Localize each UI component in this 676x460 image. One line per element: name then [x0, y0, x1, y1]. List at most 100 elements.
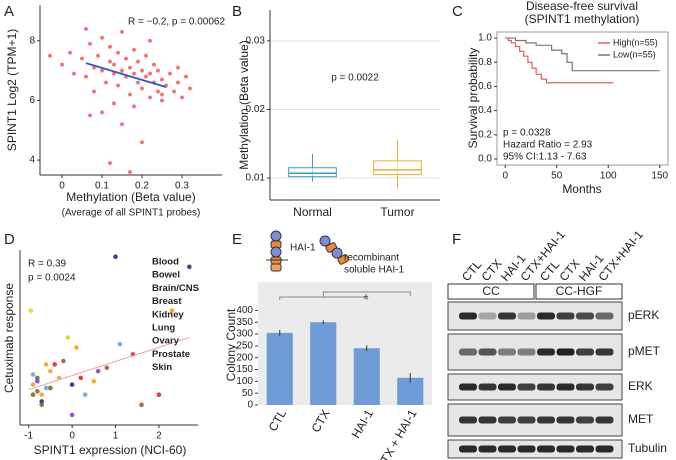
point: [144, 53, 148, 58]
plot-frame: [496, 31, 669, 166]
annotation: recombinant: [344, 253, 399, 264]
panel-label: B: [232, 3, 242, 20]
point: [156, 392, 162, 398]
x-axis-sublabel: (Average of all SPINT1 probes): [62, 208, 201, 219]
point: [88, 113, 92, 118]
lane-label: CTL: [459, 257, 485, 284]
y-tick-label: 8: [29, 35, 35, 46]
bar: [266, 332, 293, 405]
row-label: MET: [628, 412, 654, 426]
y-tick-label: 0.4: [478, 105, 492, 116]
y-tick-label: 400: [236, 305, 253, 316]
point: [60, 62, 64, 67]
row-label: pMET: [628, 344, 661, 358]
blot-band: [517, 312, 536, 320]
y-axis-label: Cetuximab response: [2, 283, 16, 393]
blot-band: [595, 383, 614, 391]
x-tick-label: CTX + HAI-1: [373, 407, 419, 460]
point: [28, 308, 34, 313]
point: [104, 80, 108, 85]
point: [140, 140, 144, 145]
legend-entry: High(n=55): [613, 37, 658, 47]
point: [120, 29, 124, 34]
point: [68, 50, 72, 55]
point: [120, 122, 124, 127]
point: [48, 385, 53, 391]
point: [39, 399, 45, 404]
point: [30, 382, 36, 387]
annotation: 95% CI:1.13 - 7.63: [503, 152, 587, 163]
y-tick-label: 50: [242, 388, 254, 399]
blot-band: [576, 416, 594, 424]
row-label: ERK: [628, 379, 653, 393]
x-axis-label: Months: [562, 182, 601, 196]
point: [84, 26, 88, 31]
x-tick-label: Normal: [293, 205, 332, 219]
x-axis-label: Methylation (Beta value): [66, 190, 195, 204]
blot-band: [478, 383, 497, 391]
point: [69, 382, 75, 387]
point: [35, 389, 40, 394]
legend-entry: Prostate: [152, 349, 190, 360]
point: [116, 50, 120, 55]
point: [39, 392, 45, 398]
y-tick-label: 150: [236, 364, 253, 375]
x-tick-label: 2: [156, 431, 162, 442]
point: [88, 41, 92, 46]
box: [373, 160, 422, 176]
row-label: pERK: [628, 308, 659, 322]
y-tick-label: 0.8: [478, 57, 492, 68]
y-tick-label: 0.01: [246, 173, 266, 184]
point: [160, 98, 164, 103]
y-tick-label: 1.0: [478, 33, 492, 44]
x-tick-label: 150: [651, 171, 668, 182]
legend-entry: Bowel: [152, 270, 180, 281]
x-tick-label: 0: [69, 431, 75, 442]
point: [156, 89, 160, 94]
blot-band: [556, 416, 575, 424]
legend-entry: Blood: [152, 257, 179, 268]
y-tick-label: 100: [236, 376, 253, 387]
panel-label: D: [4, 231, 15, 248]
blot-band: [478, 416, 497, 424]
fit-line: [28, 337, 190, 391]
point: [184, 74, 188, 79]
row-label: Tubulin: [628, 441, 667, 455]
x-tick-label: CTL: [266, 407, 290, 434]
blot-band: [556, 445, 575, 453]
point: [113, 254, 118, 260]
lane-label: CTX+HAI-1: [596, 227, 647, 283]
group-box: [447, 283, 535, 300]
point: [136, 59, 140, 64]
point: [96, 53, 100, 58]
y-tick-label: 0.02: [246, 104, 266, 115]
point: [140, 86, 144, 91]
point: [116, 83, 120, 88]
legend-entry: Skin: [152, 362, 172, 373]
blot-band: [517, 445, 536, 453]
point: [132, 71, 136, 76]
blot-band: [595, 312, 614, 320]
blot-band: [517, 348, 536, 356]
point: [168, 71, 172, 76]
soluble-hai1-icon: [319, 235, 350, 265]
annotation: p = 0.0024: [28, 273, 76, 284]
point: [82, 392, 88, 398]
panel-label: C: [452, 3, 463, 20]
point: [108, 59, 112, 64]
x-tick-label: HAI-1: [349, 407, 377, 441]
y-tick-label: 6: [29, 95, 35, 106]
x-tick-label: 0.2: [135, 181, 149, 192]
point: [84, 74, 88, 79]
point: [156, 68, 160, 73]
point: [160, 77, 164, 82]
point: [69, 412, 75, 418]
blot-band: [556, 348, 575, 356]
x-tick-label: 0: [502, 171, 508, 182]
point: [148, 38, 152, 43]
blot-band: [459, 383, 477, 391]
point: [80, 56, 84, 61]
